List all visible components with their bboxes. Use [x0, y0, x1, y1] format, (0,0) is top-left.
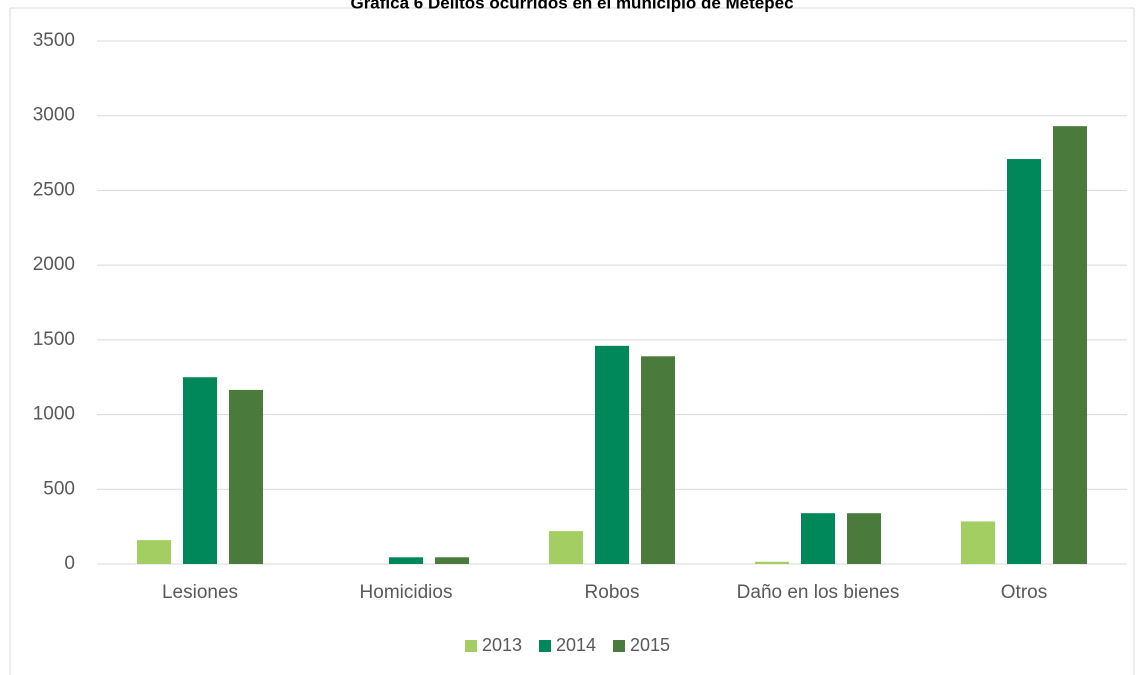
bar — [801, 513, 835, 564]
chart-frame — [9, 7, 1135, 675]
y-tick-label: 2000 — [33, 254, 75, 275]
y-tick-label: 2500 — [33, 179, 75, 200]
bar — [435, 557, 469, 564]
x-tick-label: Lesiones — [162, 582, 238, 603]
bar — [229, 389, 263, 564]
x-tick-label: Robos — [585, 582, 640, 603]
x-tick-label: Otros — [1001, 582, 1047, 603]
bar — [389, 557, 423, 564]
y-tick-label: 3000 — [33, 105, 75, 126]
legend-swatch — [465, 640, 477, 652]
bar — [183, 377, 217, 564]
x-tick-label: Daño en los bienes — [737, 582, 900, 603]
bar — [1007, 159, 1041, 564]
bar — [847, 513, 881, 564]
y-tick-label: 500 — [43, 478, 75, 499]
y-tick-label: 0 — [64, 553, 75, 574]
legend-swatch — [539, 640, 551, 652]
bar — [641, 356, 675, 564]
y-tick-label: 3500 — [33, 30, 75, 51]
bar — [755, 561, 789, 564]
legend-label: 2014 — [556, 635, 596, 655]
x-tick-label: Homicidios — [360, 582, 453, 603]
bar — [961, 521, 995, 564]
legend-label: 2015 — [630, 635, 670, 655]
chart-title: Gráfica 6 Delitos ocurridos en el munici… — [350, 0, 793, 12]
bar — [595, 345, 629, 564]
y-tick-label: 1500 — [33, 329, 75, 350]
y-tick-label: 1000 — [33, 404, 75, 425]
legend-label: 2013 — [482, 635, 522, 655]
bar — [1053, 126, 1087, 564]
legend-swatch — [613, 640, 625, 652]
bar — [549, 531, 583, 564]
bar — [137, 540, 171, 564]
